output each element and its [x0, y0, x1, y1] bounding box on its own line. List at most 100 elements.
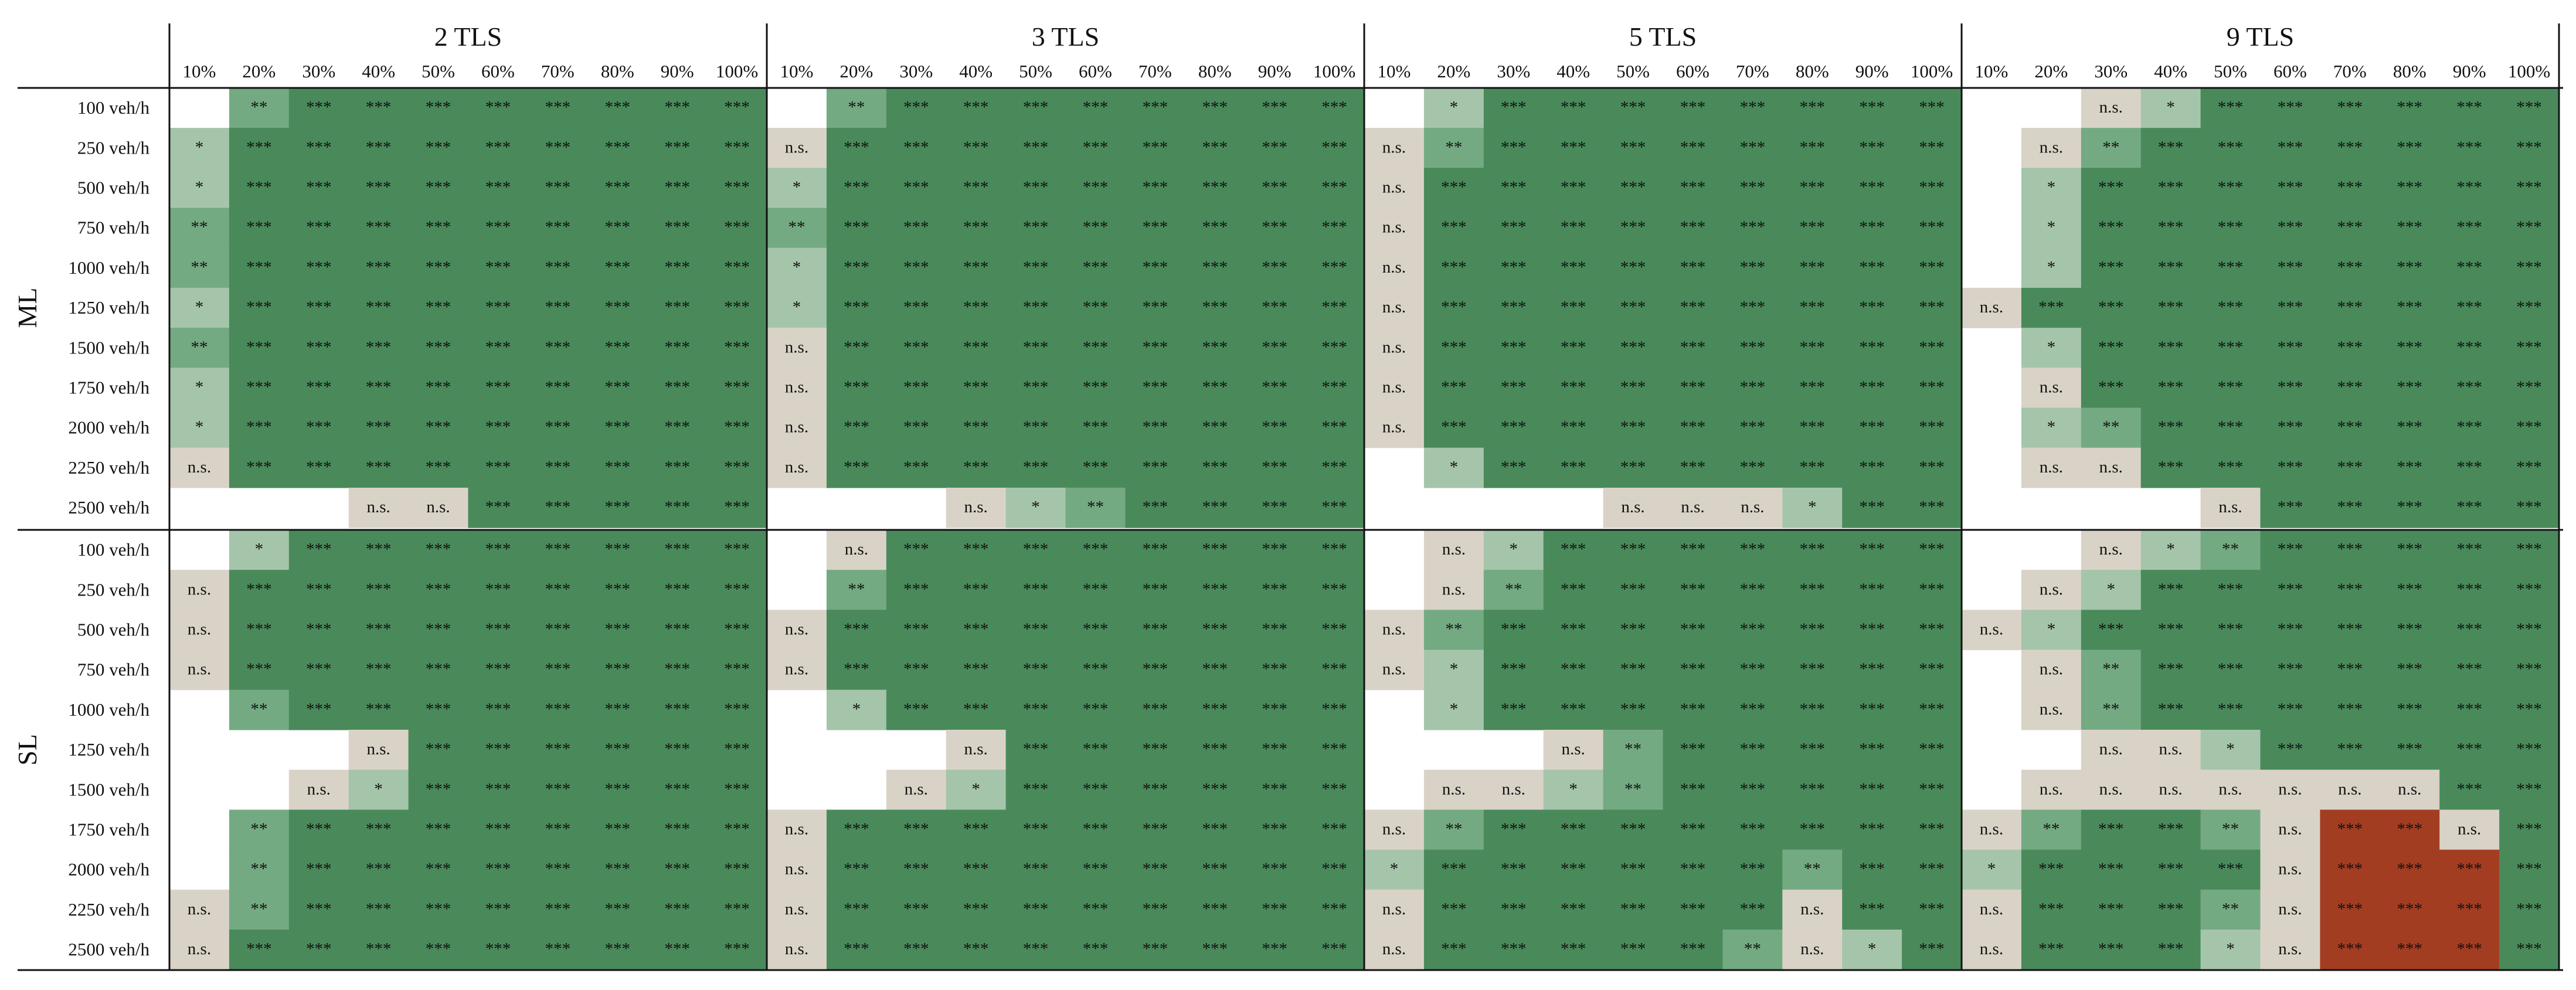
cell-ml-r7-c2 — [288, 368, 349, 409]
cell-sl-r9-c5 — [468, 889, 528, 930]
cell-label: n.s. — [307, 780, 331, 798]
cell-ml-r8-c29 — [1902, 407, 1962, 448]
cell-sl-r5-c26 — [1722, 730, 1783, 770]
cell-label: *** — [1083, 378, 1109, 397]
cell-sl-r10-c34 — [2200, 930, 2261, 970]
cell-label: *** — [1919, 258, 1945, 277]
cell-sl-r7-c27 — [1782, 809, 1843, 850]
cell-label: *** — [366, 900, 392, 918]
section-label-ml: ML — [12, 288, 42, 328]
cell-sl-r3-c23 — [1543, 649, 1604, 690]
cell-ml-r6-c6 — [528, 328, 588, 368]
cell-label: *** — [1083, 820, 1109, 839]
cell-sl-r10-c39 — [2499, 930, 2560, 970]
cell-label: *** — [1561, 218, 1586, 237]
cell-label: n.s. — [2338, 780, 2361, 798]
cell-label: *** — [1620, 540, 1646, 559]
cell-label: *** — [1321, 138, 1347, 157]
cell-sl-r0-c23 — [1543, 530, 1604, 570]
cell-label: *** — [1321, 540, 1347, 559]
cell-label: ** — [788, 218, 805, 237]
grid-lines — [18, 23, 2563, 971]
cell-label: *** — [903, 178, 929, 197]
cell-label: *** — [1262, 540, 1287, 559]
cell-sl-r2-c35 — [2260, 610, 2320, 651]
cell-label: * — [1450, 98, 1459, 117]
cell-label: *** — [724, 900, 750, 918]
cell-sl-r0-c11 — [826, 530, 887, 570]
cell-label: *** — [426, 98, 451, 117]
cell-label: *** — [1800, 620, 1826, 639]
cell-sl-r6-c38 — [2439, 770, 2500, 810]
cell-label: *** — [2456, 458, 2482, 477]
cell-label: *** — [1800, 338, 1826, 356]
cell-label: *** — [1321, 740, 1347, 758]
pct-header: 60% — [1676, 61, 1710, 81]
cell-label: *** — [844, 258, 869, 277]
cell-ml-r9-c4 — [408, 447, 469, 488]
cell-label: *** — [306, 298, 332, 317]
cell-sl-r9-c8 — [647, 889, 708, 930]
cell-label: *** — [1202, 418, 1228, 437]
cell-sl-r10-c15 — [1065, 930, 1126, 970]
cell-sl-r4-c36 — [2320, 689, 2380, 730]
cell-sl-r1-c36 — [2320, 570, 2380, 610]
cell-sl-r6-c14 — [1005, 770, 1066, 810]
cell-label: *** — [366, 418, 392, 437]
cell-ml-r4-c12 — [886, 247, 947, 288]
cell-label: *** — [1083, 580, 1109, 598]
cell-sl-r2-c14 — [1005, 610, 1066, 651]
cell-label: n.s. — [785, 378, 808, 397]
cell-label: *** — [2278, 298, 2303, 317]
cell-sl-r2-c15 — [1065, 610, 1126, 651]
cell-sl-r6-c37 — [2380, 770, 2440, 810]
cell-label: *** — [844, 338, 869, 356]
cell-sl-r7-c8 — [647, 809, 708, 850]
cell-label: *** — [2098, 338, 2124, 356]
cell-ml-r9-c0 — [169, 447, 230, 488]
cell-ml-r5-c10 — [767, 288, 827, 328]
cell-ml-r7-c6 — [528, 368, 588, 409]
cell-label: *** — [545, 138, 571, 157]
cell-sl-r2-c33 — [2140, 610, 2201, 651]
cell-label: *** — [366, 218, 392, 237]
cell-label: *** — [1262, 700, 1287, 719]
row-label: 2250 veh/h — [68, 899, 149, 920]
cell-label: *** — [485, 178, 511, 197]
cell-label: *** — [1083, 418, 1109, 437]
cell-ml-r1-c33 — [2140, 128, 2201, 168]
cell-ml-r5-c1 — [229, 288, 290, 328]
cell-ml-r4-c38 — [2439, 247, 2500, 288]
cell-sl-r4-c33 — [2140, 689, 2201, 730]
cell-label: * — [2047, 418, 2056, 437]
cell-label: *** — [1800, 378, 1826, 397]
cell-label: *** — [2158, 860, 2184, 879]
cell-sl-r8-c28 — [1842, 849, 1902, 890]
cell-label: *** — [426, 580, 451, 598]
cell-label: *** — [1561, 620, 1586, 639]
cell-ml-r3-c19 — [1304, 207, 1365, 249]
cell-sl-r1-c28 — [1842, 570, 1902, 610]
cell-label: *** — [2337, 740, 2363, 758]
cell-ml-r2-c16 — [1125, 168, 1185, 209]
cell-label: *** — [426, 218, 451, 237]
cell-label: *** — [1740, 660, 1766, 679]
cell-ml-r2-c23 — [1543, 168, 1604, 209]
cell-sl-r1-c31 — [2021, 570, 2082, 610]
cell-sl-r9-c30 — [1962, 889, 2022, 930]
cell-label: ** — [1087, 498, 1104, 516]
cell-ml-r10-c25 — [1663, 488, 1723, 528]
cell-ml-r2-c27 — [1782, 168, 1843, 209]
cell-sl-r8-c36 — [2320, 849, 2380, 890]
cell-label: n.s. — [2040, 138, 2063, 157]
cell-sl-r9-c16 — [1125, 889, 1185, 930]
cell-label: *** — [605, 620, 631, 639]
cell-ml-r4-c26 — [1722, 247, 1783, 288]
cell-label: *** — [2337, 580, 2363, 598]
cell-label: ** — [250, 900, 267, 918]
cell-label: n.s. — [1980, 820, 2003, 839]
cell-ml-r10-c6 — [528, 488, 588, 528]
cell-label: *** — [426, 820, 451, 839]
row-label: 1000 veh/h — [68, 699, 149, 720]
cell-label: *** — [2158, 820, 2184, 839]
